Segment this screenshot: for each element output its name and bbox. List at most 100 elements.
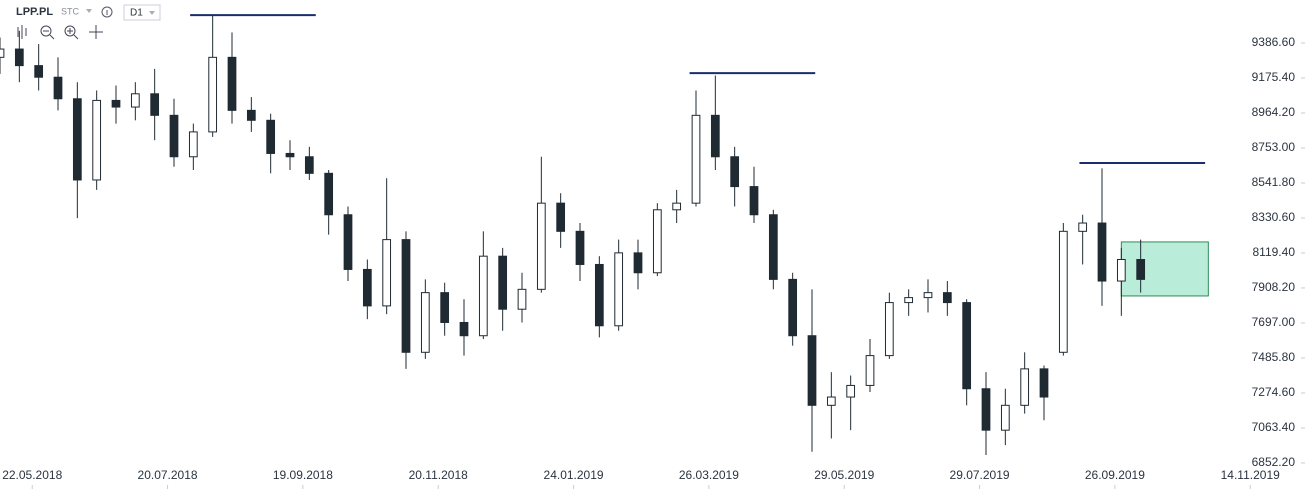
candle-body (1116, 258, 1126, 282)
y-tick-label: 7485.80 (1252, 350, 1296, 364)
candle-body (749, 186, 759, 216)
pan-tool[interactable] (89, 25, 103, 39)
candle-body (517, 288, 527, 310)
candle-body (440, 292, 450, 323)
candle-body (72, 98, 82, 181)
candle-body (768, 214, 778, 280)
candle-body (343, 214, 353, 270)
candle-body (710, 114, 720, 158)
candle-body (672, 202, 682, 211)
candle-body (227, 56, 237, 111)
candle-body (575, 230, 585, 265)
candle-body (730, 156, 740, 188)
candle-body (324, 172, 334, 216)
y-tick-label: 7274.60 (1252, 385, 1296, 399)
interval: D1 (130, 8, 143, 19)
y-tick-label: 6852.20 (1252, 455, 1296, 469)
candle-body (1136, 258, 1146, 280)
candle-body (826, 396, 836, 406)
candle-body (556, 202, 566, 232)
candle-body (420, 292, 430, 353)
y-tick-label: 7908.20 (1252, 280, 1296, 294)
candle-body (53, 76, 63, 100)
candle-body (266, 119, 276, 154)
candle-body (130, 93, 140, 108)
candle-body (14, 48, 24, 67)
candle-body (807, 335, 817, 406)
x-tick-label: 22.05.2018 (2, 468, 62, 482)
x-tick-label: 20.11.2018 (409, 468, 468, 482)
candle-body (1097, 222, 1107, 282)
candle-body (788, 278, 798, 337)
candle-body (401, 239, 411, 353)
y-tick-label: 8964.20 (1252, 105, 1296, 119)
y-tick-label: 8541.80 (1252, 175, 1296, 189)
candle-body (478, 255, 488, 337)
info-icon[interactable] (101, 6, 113, 18)
candle-body (846, 384, 856, 398)
candle-body (92, 99, 102, 181)
zoom-out[interactable] (40, 25, 52, 37)
candle-body (208, 56, 218, 133)
y-tick-label: 9386.60 (1252, 35, 1296, 49)
x-tick-label: 26.09.2019 (1085, 468, 1145, 482)
x-tick-label: 24.01.2019 (544, 468, 604, 482)
y-tick-label: 8119.40 (1253, 245, 1296, 259)
y-tick-label: 9175.40 (1252, 70, 1296, 84)
candle-body (382, 239, 392, 307)
candle-body (594, 263, 604, 327)
candle-body (459, 321, 469, 337)
candle-body (188, 131, 198, 158)
candle-body (691, 114, 701, 204)
interval-dropdown (149, 11, 155, 15)
candle-body (304, 156, 314, 174)
y-tick-label: 8753.00 (1252, 140, 1296, 154)
x-tick-label: 29.07.2019 (950, 468, 1010, 482)
candle-body (904, 297, 914, 304)
candle-body (362, 268, 372, 307)
candle-body (614, 252, 624, 327)
candle-tool[interactable] (17, 25, 27, 39)
candle-body (1000, 404, 1010, 431)
candle-body (498, 255, 508, 310)
candle-body (884, 302, 894, 357)
toolbar: LPP.PL STC D1 (16, 4, 161, 40)
candle-body (652, 209, 662, 274)
candle-body (981, 388, 991, 431)
candle-body (1039, 368, 1049, 398)
candle-body (536, 202, 546, 290)
candle-body (169, 114, 179, 158)
zoom-in[interactable] (64, 25, 76, 37)
zone (1120, 241, 1209, 297)
plot-area: 6852.20 7063.40 7274.60 7485.80 7697.00 7908.… (0, 14, 1305, 489)
x-tick-label: 26.03.2019 (679, 468, 739, 482)
candle-body (0, 48, 5, 58)
tools (17, 25, 103, 40)
candle-body (1020, 368, 1030, 406)
x-tick-label: 20.07.2018 (138, 468, 198, 482)
candle-body (865, 355, 875, 386)
candle-body (942, 292, 952, 304)
exchange: STC (61, 6, 80, 16)
candle-body (1078, 222, 1088, 232)
x-tick-label: 29.05.2019 (814, 468, 874, 482)
candle-body (923, 292, 933, 299)
y-tick-label: 8330.60 (1252, 210, 1296, 224)
candle-body (633, 252, 643, 274)
y-tick-label: 7063.40 (1252, 420, 1296, 434)
x-tick-label: 19.09.2018 (273, 468, 333, 482)
x-tick-label: 14.11.2019 (1221, 468, 1280, 482)
candle-body (1058, 230, 1068, 353)
symbol[interactable]: LPP.PL (16, 6, 53, 18)
dropdown-icon[interactable] (86, 9, 92, 13)
candle-body (285, 152, 295, 158)
interval-box[interactable] (123, 4, 161, 21)
candle-body (34, 65, 44, 78)
y-tick-label: 7697.00 (1252, 315, 1296, 329)
candle-body (150, 93, 160, 116)
candle-body (962, 302, 972, 390)
candle-body (111, 99, 121, 108)
candle-body (246, 109, 256, 121)
